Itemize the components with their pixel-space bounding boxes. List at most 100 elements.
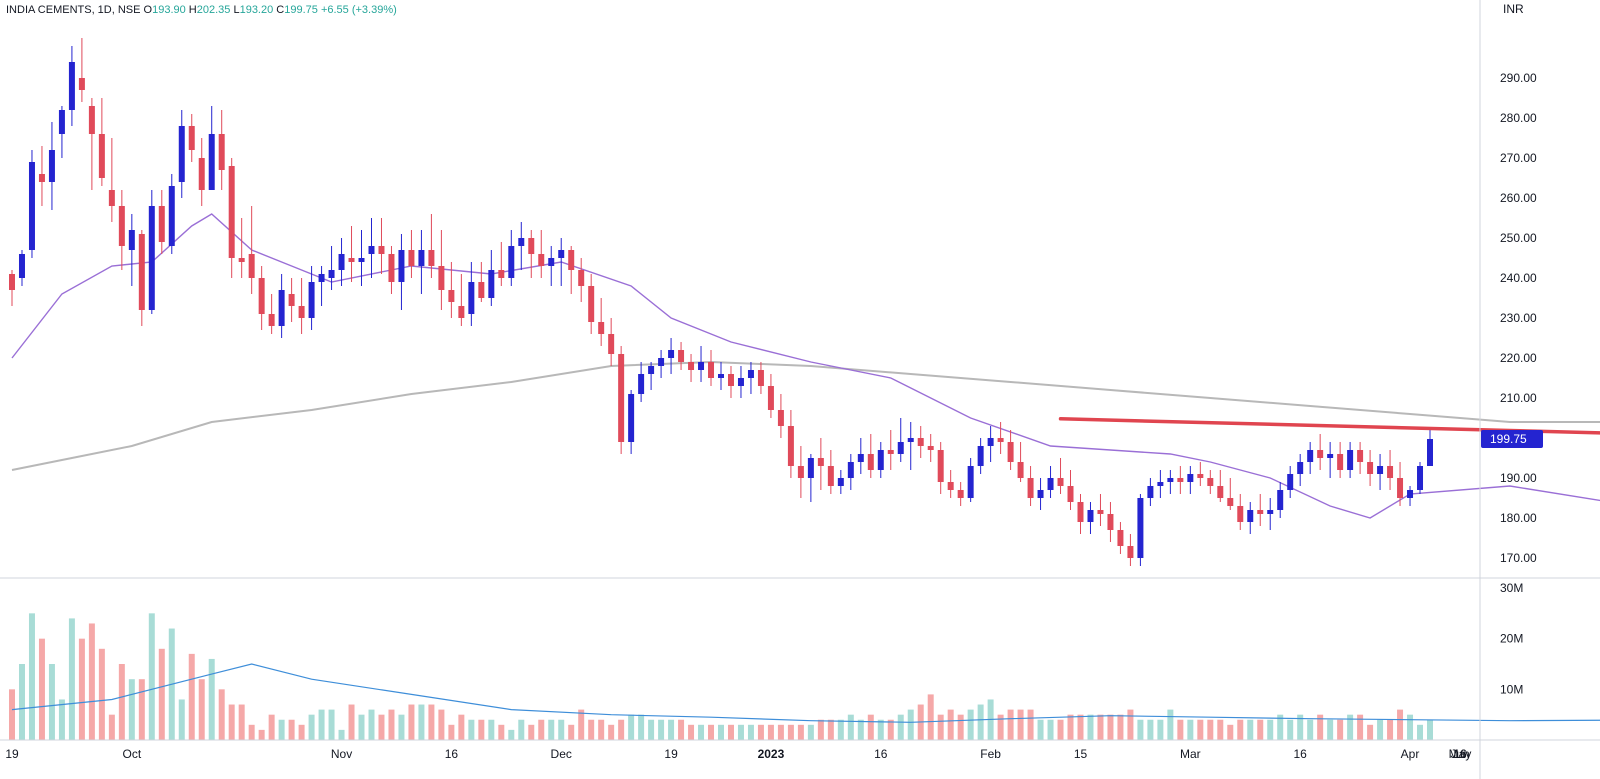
candle-body xyxy=(1357,450,1364,462)
volume-bar xyxy=(1227,724,1234,740)
volume-bar xyxy=(108,714,115,740)
volume-bar xyxy=(927,694,934,740)
volume-bar xyxy=(668,719,675,740)
candle-body xyxy=(1397,478,1404,498)
candle-body xyxy=(628,394,635,442)
volume-bar xyxy=(288,719,295,740)
candle-body xyxy=(368,246,375,254)
candle-body xyxy=(1307,450,1314,462)
x-tick-label: Oct xyxy=(122,747,141,761)
candle-body xyxy=(348,258,355,262)
candle-body xyxy=(638,374,645,394)
y-tick-label: 210.00 xyxy=(1500,391,1537,405)
volume-bar xyxy=(1197,719,1204,740)
volume-bar xyxy=(1297,714,1304,740)
candle-body xyxy=(1257,510,1264,514)
axis-labels: 290.00 280.00 270.00 260.00 250.00 240.00 230.… xyxy=(5,2,1537,761)
volume-bar xyxy=(1377,719,1384,740)
candle-body xyxy=(148,206,155,310)
volume-bar xyxy=(298,724,305,740)
volume-bar xyxy=(538,719,545,740)
volume-bar xyxy=(1157,719,1164,740)
candle-body xyxy=(1327,454,1334,458)
volume-tick-label: 10M xyxy=(1500,682,1523,696)
trendline-path[interactable] xyxy=(1058,417,1600,441)
volume-bar xyxy=(727,724,734,740)
volume-bar xyxy=(1267,719,1274,740)
candle-body xyxy=(268,314,275,326)
volume-bar xyxy=(128,679,135,740)
candle-body xyxy=(518,238,525,246)
volume-bar xyxy=(1397,709,1404,740)
volume-bar xyxy=(1057,719,1064,740)
candle-body xyxy=(847,462,854,478)
candle-body xyxy=(188,126,195,150)
volume-bar xyxy=(1357,714,1364,740)
symbol-header-part: 202.35 xyxy=(197,4,234,16)
candle-body xyxy=(817,458,824,466)
candle-body xyxy=(767,386,774,410)
candle-body xyxy=(208,134,215,190)
volume-bar xyxy=(188,653,195,740)
volume-bar xyxy=(568,724,575,740)
candle-body xyxy=(98,134,105,178)
volume-bar xyxy=(897,714,904,740)
volume-bar xyxy=(428,704,435,740)
candle-body xyxy=(1227,498,1234,506)
candle-body xyxy=(1137,498,1144,558)
volume-bar xyxy=(218,689,225,740)
candle-body xyxy=(488,270,495,298)
candle-body xyxy=(238,258,245,262)
currency-label: INR xyxy=(1503,2,1524,16)
volume-bar xyxy=(278,719,285,740)
candle-body xyxy=(108,190,115,206)
volume-bar xyxy=(78,638,85,740)
resistance-trendline[interactable] xyxy=(1058,417,1600,441)
candle-body xyxy=(258,278,265,314)
candle-body xyxy=(428,250,435,266)
x-tick-label: Nov xyxy=(331,747,352,761)
candle-body xyxy=(648,366,655,374)
candle-body xyxy=(937,450,944,482)
y-tick-label: 220.00 xyxy=(1500,351,1537,365)
candle-body xyxy=(1277,490,1284,510)
y-tick-label: 280.00 xyxy=(1500,111,1537,125)
candle-body xyxy=(1177,478,1184,482)
volume-bar xyxy=(1027,709,1034,740)
candle-body xyxy=(408,250,415,266)
volume-bar xyxy=(608,724,615,740)
candles xyxy=(9,38,1433,566)
volume-bar xyxy=(38,638,45,740)
candle-body xyxy=(388,254,395,282)
candle-body xyxy=(737,378,744,386)
volume-bar xyxy=(1427,719,1433,740)
candle-body xyxy=(438,266,445,290)
volume-bar xyxy=(178,699,185,740)
y-tick-label: 290.00 xyxy=(1500,71,1537,85)
volume-bar xyxy=(588,719,595,740)
candle-body xyxy=(718,374,724,378)
volume-bar xyxy=(68,618,75,740)
volume-bar xyxy=(1337,719,1344,740)
candle-body xyxy=(118,206,125,246)
candle-body xyxy=(1317,450,1324,458)
candle-body xyxy=(588,286,595,322)
symbol-header-part: INDIA CEMENTS, 1D, NSE xyxy=(6,4,144,16)
candle-body xyxy=(997,438,1004,442)
candle-body xyxy=(88,106,95,134)
volume-bar xyxy=(1387,719,1394,740)
x-tick-label: 16 xyxy=(1453,747,1467,761)
candle-body xyxy=(38,174,45,182)
symbol-header-part: 199.75 xyxy=(284,4,321,16)
volume-bar xyxy=(578,709,585,740)
x-tick-label: 16 xyxy=(874,747,888,761)
volume-bar xyxy=(1347,714,1354,740)
volume-bar xyxy=(1207,719,1214,740)
candle-body xyxy=(1417,466,1424,490)
volume-bar xyxy=(1007,709,1014,740)
volume-bar xyxy=(688,724,695,740)
last-price-text: 199.75 xyxy=(1490,432,1527,446)
candle-body xyxy=(68,62,75,110)
